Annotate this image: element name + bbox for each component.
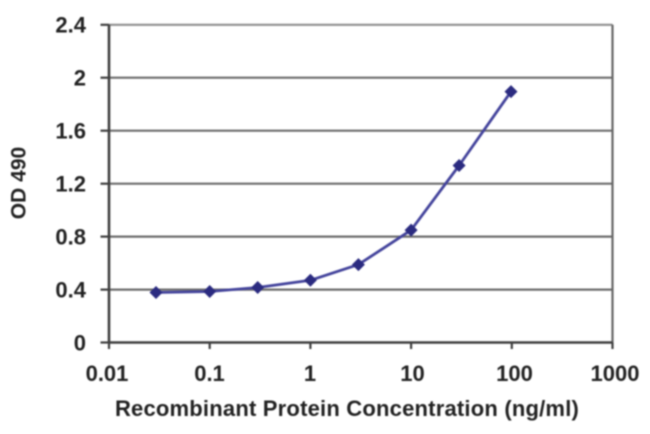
svg-text:2.4: 2.4	[55, 13, 86, 38]
svg-text:1000: 1000	[591, 361, 640, 386]
svg-text:1.6: 1.6	[55, 119, 86, 144]
svg-text:1.2: 1.2	[55, 172, 86, 197]
svg-text:0.4: 0.4	[55, 277, 86, 302]
svg-text:10: 10	[400, 361, 424, 386]
svg-text:0.8: 0.8	[55, 224, 86, 249]
svg-text:OD 490: OD 490	[8, 147, 31, 219]
svg-text:0: 0	[74, 330, 86, 355]
svg-text:0.01: 0.01	[86, 361, 129, 386]
svg-text:2: 2	[74, 66, 86, 91]
svg-text:100: 100	[496, 361, 533, 386]
svg-text:1: 1	[304, 361, 316, 386]
svg-text:0.1: 0.1	[194, 361, 225, 386]
svg-text:Recombinant Protein Concentrat: Recombinant Protein Concentration (ng/ml…	[115, 396, 579, 421]
